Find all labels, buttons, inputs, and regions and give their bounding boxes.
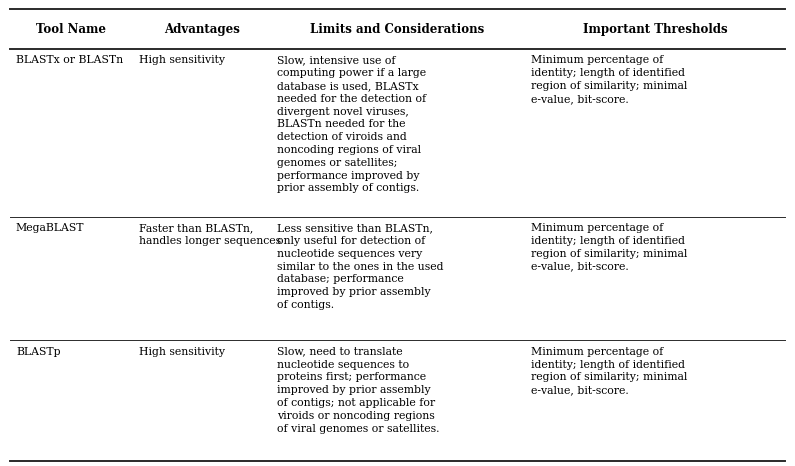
Text: Faster than BLASTn,
handles longer sequences: Faster than BLASTn, handles longer seque… <box>139 223 281 246</box>
Text: Advantages: Advantages <box>164 23 239 35</box>
Text: High sensitivity: High sensitivity <box>139 347 225 356</box>
Text: Tool Name: Tool Name <box>36 23 107 35</box>
Text: BLASTp: BLASTp <box>16 347 60 356</box>
Text: Slow, intensive use of
computing power if a large
database is used, BLASTx
neede: Slow, intensive use of computing power i… <box>277 55 426 193</box>
Text: Less sensitive than BLASTn,
only useful for detection of
nucleotide sequences ve: Less sensitive than BLASTn, only useful … <box>277 223 443 310</box>
Text: Important Thresholds: Important Thresholds <box>583 23 727 35</box>
Text: Minimum percentage of
identity; length of identified
region of similarity; minim: Minimum percentage of identity; length o… <box>531 347 688 395</box>
Text: Minimum percentage of
identity; length of identified
region of similarity; minim: Minimum percentage of identity; length o… <box>531 55 688 104</box>
Text: Slow, need to translate
nucleotide sequences to
proteins first; performance
impr: Slow, need to translate nucleotide seque… <box>277 347 439 433</box>
Text: High sensitivity: High sensitivity <box>139 55 225 65</box>
Text: Minimum percentage of
identity; length of identified
region of similarity; minim: Minimum percentage of identity; length o… <box>531 223 688 272</box>
Text: MegaBLAST: MegaBLAST <box>16 223 84 233</box>
Text: Limits and Considerations: Limits and Considerations <box>310 23 485 35</box>
Text: BLASTx or BLASTn: BLASTx or BLASTn <box>16 55 123 65</box>
